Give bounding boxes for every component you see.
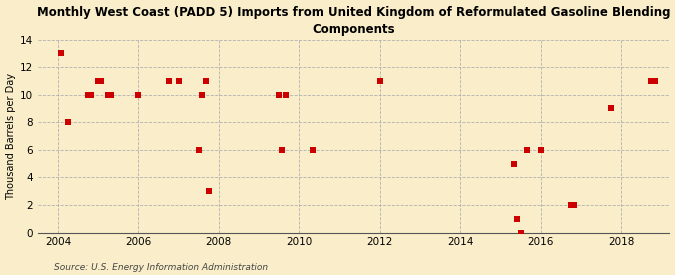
Point xyxy=(96,79,107,83)
Point xyxy=(307,148,318,152)
Point xyxy=(375,79,385,83)
Title: Monthly West Coast (PADD 5) Imports from United Kingdom of Reformulated Gasoline: Monthly West Coast (PADD 5) Imports from… xyxy=(37,6,670,35)
Point xyxy=(646,79,657,83)
Point xyxy=(193,148,204,152)
Point xyxy=(566,203,576,207)
Point xyxy=(106,92,117,97)
Point xyxy=(86,92,97,97)
Point xyxy=(56,51,67,56)
Point xyxy=(83,92,94,97)
Point xyxy=(277,148,288,152)
Point xyxy=(512,217,522,221)
Point xyxy=(508,161,519,166)
Point xyxy=(535,148,546,152)
Y-axis label: Thousand Barrels per Day: Thousand Barrels per Day xyxy=(5,73,16,200)
Point xyxy=(569,203,580,207)
Point xyxy=(515,230,526,235)
Point xyxy=(200,79,211,83)
Point xyxy=(92,79,103,83)
Point xyxy=(163,79,174,83)
Point xyxy=(281,92,292,97)
Point xyxy=(522,148,533,152)
Point xyxy=(173,79,184,83)
Point xyxy=(103,92,113,97)
Point xyxy=(133,92,144,97)
Point xyxy=(649,79,660,83)
Point xyxy=(63,120,74,125)
Text: Source: U.S. Energy Information Administration: Source: U.S. Energy Information Administ… xyxy=(54,263,268,272)
Point xyxy=(196,92,207,97)
Point xyxy=(274,92,285,97)
Point xyxy=(203,189,214,193)
Point xyxy=(605,106,616,111)
